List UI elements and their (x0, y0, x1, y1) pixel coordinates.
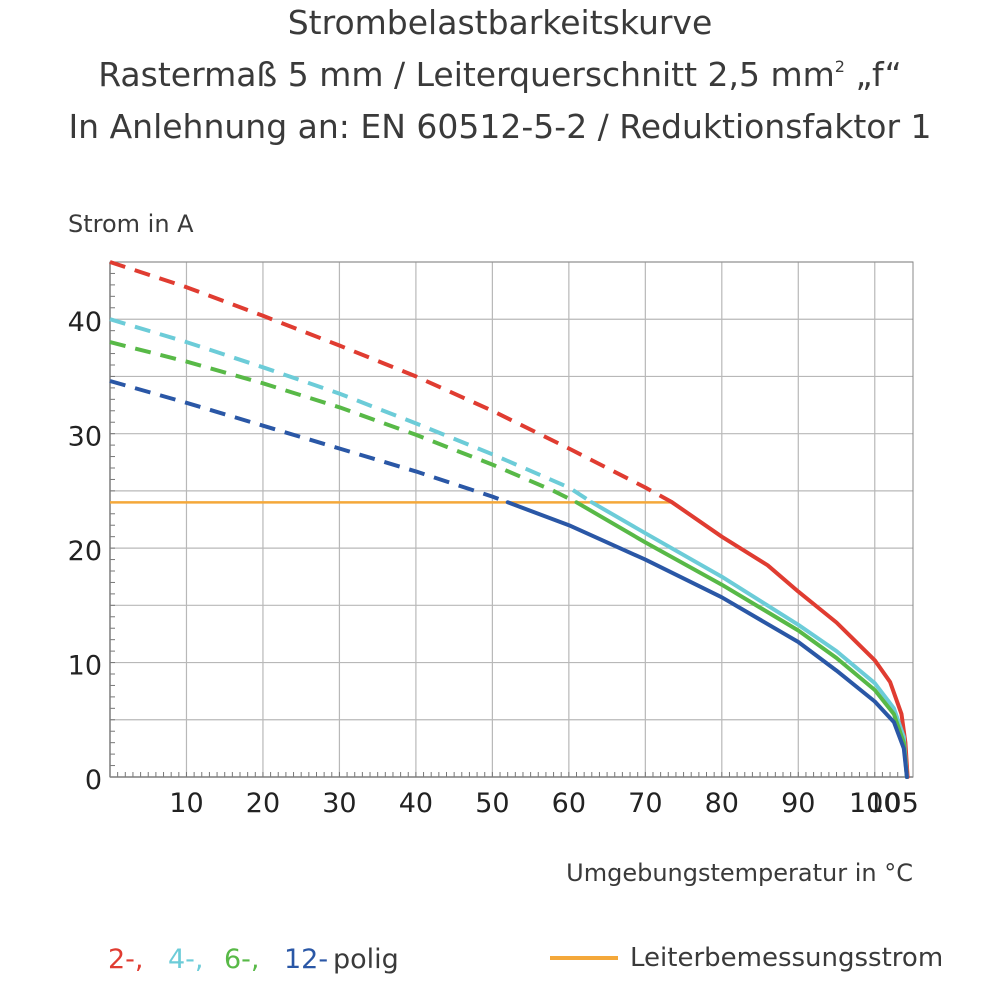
series-line-dashed-1 (109, 317, 593, 504)
legend-label-3: 12- (284, 944, 328, 975)
series-line-solid-0 (670, 500, 910, 779)
legend-reference-label: Leiterbemessungsstrom (630, 943, 943, 973)
chart-subtitle: Rastermaß 5 mm / Leiterquerschnitt 2,5 m… (0, 58, 1000, 91)
x-tick-label: 60 (552, 788, 586, 819)
x-tick-label: 10 (169, 788, 203, 819)
legend: 2-, 4-, 6-, 12- polig Leiterbemessungsstrom (108, 943, 943, 975)
plot-frame (109, 261, 914, 778)
legend-suffix: polig (333, 944, 399, 975)
x-tick-label: 30 (322, 788, 356, 819)
x-tick-label: 90 (781, 788, 815, 819)
x-tick-label: 40 (399, 788, 433, 819)
x-tick-label: 50 (475, 788, 509, 819)
subtitle-superscript: 2 (834, 57, 845, 76)
subtitle-tail: „f“ (844, 55, 902, 94)
y-axis-label: Strom in A (68, 210, 194, 238)
series-line-solid-3 (505, 500, 909, 779)
x-tick-label: 105 (867, 788, 919, 819)
series-line-dashed-0 (109, 260, 674, 505)
legend-label-2: 6-, (224, 944, 260, 975)
plot-background (110, 262, 913, 777)
minor-ticks (110, 261, 906, 777)
x-tick-label: 80 (705, 788, 739, 819)
series-line-dashed-2 (109, 340, 578, 505)
y-tick-label: 30 (68, 422, 102, 453)
y-tick-labels: 0 10 20 30 40 (68, 307, 102, 796)
series-line-solid-2 (574, 500, 909, 779)
y-tick-label: 10 (68, 651, 102, 682)
x-tick-label: 70 (628, 788, 662, 819)
y-tick-label: 40 (68, 307, 102, 338)
series-lines (109, 260, 910, 779)
subtitle-main: Rastermaß 5 mm / Leiterquerschnitt 2,5 m… (98, 55, 835, 94)
chart-title: Strombelastbarkeitskurve (287, 3, 713, 42)
x-tick-label: 100 (849, 788, 901, 819)
legend-label-0: 2-, (108, 944, 144, 975)
chart-subtitle-2: In Anlehnung an: EN 60512-5-2 / Reduktio… (68, 107, 932, 146)
x-gridlines (185, 262, 876, 777)
x-axis-label: Umgebungstemperatur in °C (566, 859, 913, 887)
x-tick-label: 20 (246, 788, 280, 819)
y-tick-label: 0 (85, 765, 102, 796)
y-tick-label: 20 (68, 536, 102, 567)
legend-label-1: 4-, (168, 944, 204, 975)
series-line-dashed-3 (109, 379, 509, 505)
